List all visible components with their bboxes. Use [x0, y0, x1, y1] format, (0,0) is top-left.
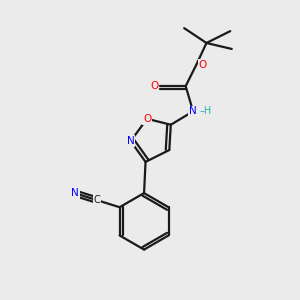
Text: N: N	[71, 188, 79, 198]
Text: –H: –H	[200, 106, 212, 116]
Text: N: N	[127, 136, 135, 146]
Text: O: O	[199, 60, 207, 70]
Text: N: N	[189, 106, 197, 116]
Text: O: O	[150, 81, 159, 91]
Text: O: O	[143, 114, 151, 124]
Text: C: C	[94, 195, 101, 205]
